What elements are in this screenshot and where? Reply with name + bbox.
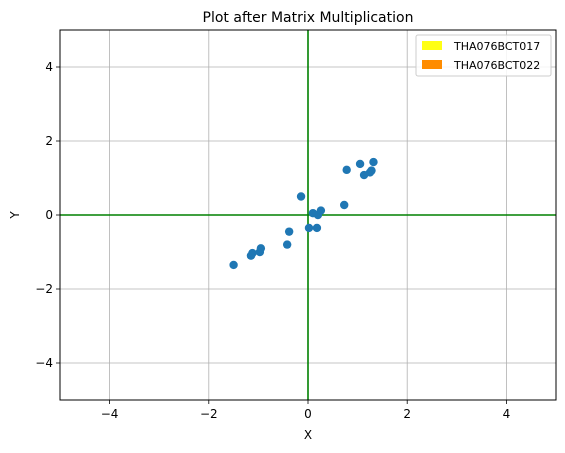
x-tick-label: −4 [101,407,119,421]
data-point [367,166,376,175]
x-tick-label: 4 [503,407,511,421]
x-tick-label: 2 [403,407,411,421]
y-tick-label: 2 [45,134,53,148]
chart-title: Plot after Matrix Multiplication [203,10,414,26]
y-axis-label: Y [8,211,22,220]
y-tick-label: 4 [45,60,53,74]
y-ticks: −4 −2 0 2 4 [35,60,60,370]
zero-axis-lines [60,30,556,400]
x-axis-label: X [304,428,312,442]
legend: THA076BCT017 THA076BCT022 [415,34,552,77]
legend-label-2: THA076BCT022 [453,59,540,72]
data-point [355,159,365,169]
data-point [304,223,314,233]
data-point [296,192,306,201]
x-ticks: −4 −2 0 2 4 [101,400,510,421]
data-points [229,157,378,270]
data-point [312,223,322,233]
legend-label-1: THA076BCT017 [453,40,540,53]
data-point [316,206,326,215]
data-point [256,244,266,253]
data-point [369,157,378,167]
y-tick-label: 0 [45,208,53,222]
y-tick-label: −4 [35,356,53,370]
legend-swatch-1 [422,41,442,50]
data-point [340,200,349,210]
legend-swatch-2 [422,60,442,69]
data-point [284,227,294,236]
x-tick-label: 0 [304,407,312,421]
data-point [229,260,238,270]
data-point [248,248,257,258]
data-point [282,240,292,249]
x-tick-label: −2 [200,407,218,421]
y-tick-label: −2 [35,282,53,296]
legend-box [415,34,552,77]
data-point [342,165,351,175]
